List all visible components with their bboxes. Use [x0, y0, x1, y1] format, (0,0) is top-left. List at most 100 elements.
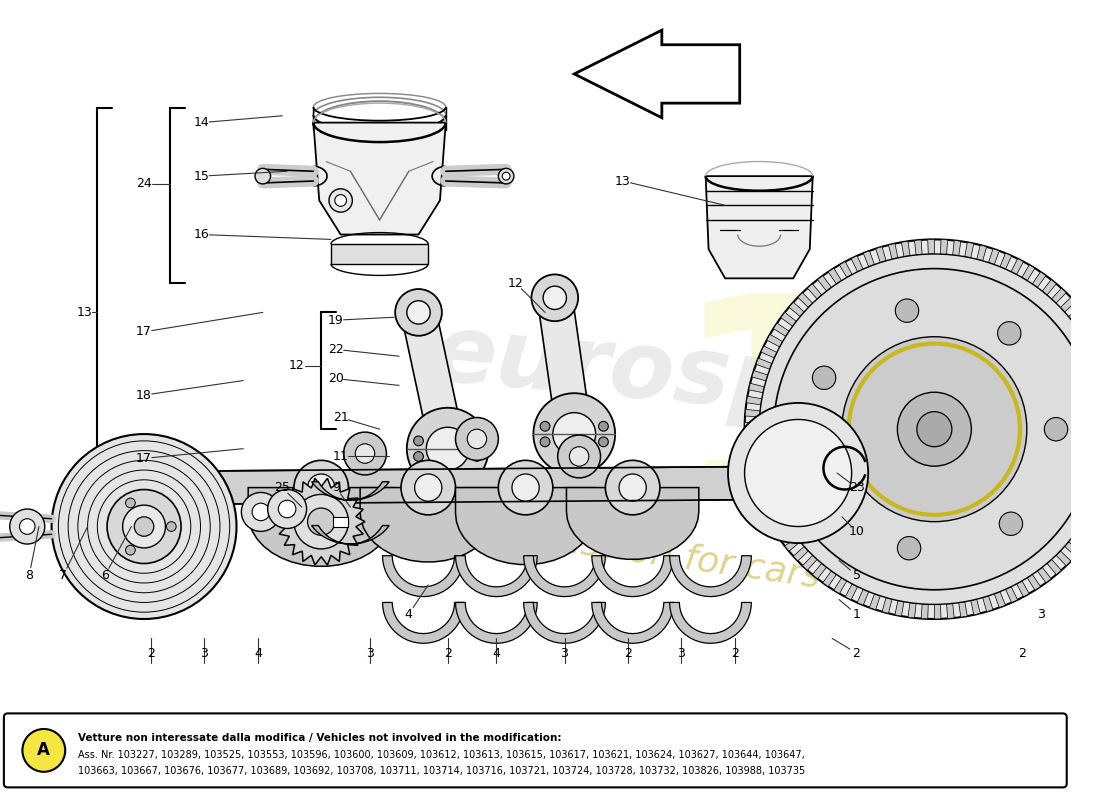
Circle shape [334, 194, 346, 206]
Polygon shape [756, 358, 772, 370]
Text: 5: 5 [852, 569, 860, 582]
Circle shape [999, 512, 1023, 535]
Text: 4: 4 [493, 646, 500, 659]
Polygon shape [383, 602, 464, 643]
Polygon shape [1052, 288, 1066, 303]
Polygon shape [1060, 298, 1076, 312]
Circle shape [512, 474, 539, 502]
Polygon shape [524, 556, 605, 597]
Circle shape [125, 546, 135, 555]
Text: 12: 12 [289, 359, 305, 373]
Polygon shape [455, 487, 596, 565]
Polygon shape [745, 410, 760, 417]
Polygon shape [989, 249, 999, 265]
Polygon shape [1032, 272, 1046, 287]
Polygon shape [767, 334, 782, 347]
Circle shape [355, 444, 375, 463]
Circle shape [294, 460, 349, 515]
Circle shape [252, 503, 270, 521]
Text: 17: 17 [136, 452, 152, 465]
Text: 3: 3 [561, 646, 569, 659]
Polygon shape [798, 293, 813, 307]
Polygon shape [1027, 574, 1041, 590]
Polygon shape [823, 571, 836, 586]
Polygon shape [455, 556, 537, 597]
Polygon shape [763, 506, 780, 518]
Text: 24: 24 [136, 178, 152, 190]
Circle shape [1044, 418, 1068, 441]
Polygon shape [1089, 340, 1100, 352]
Polygon shape [784, 537, 800, 551]
Polygon shape [1056, 551, 1071, 566]
Circle shape [308, 508, 334, 535]
Polygon shape [857, 590, 869, 605]
Polygon shape [749, 383, 764, 393]
Polygon shape [803, 555, 817, 570]
Polygon shape [1065, 542, 1080, 556]
Circle shape [498, 460, 553, 515]
Circle shape [427, 427, 469, 470]
Text: 14: 14 [194, 116, 209, 129]
Polygon shape [982, 596, 993, 612]
Circle shape [22, 729, 65, 772]
Polygon shape [901, 242, 910, 257]
Circle shape [558, 435, 601, 478]
Polygon shape [538, 295, 592, 437]
Polygon shape [1016, 581, 1030, 597]
Circle shape [414, 436, 424, 446]
Polygon shape [959, 602, 967, 617]
Polygon shape [1092, 501, 1100, 512]
Polygon shape [746, 447, 761, 456]
Text: Vetture non interessate dalla modifica / Vehicles not involved in the modificati: Vetture non interessate dalla modifica /… [78, 733, 561, 743]
Circle shape [916, 412, 952, 446]
Polygon shape [1079, 522, 1096, 535]
Text: 2: 2 [147, 646, 155, 659]
Text: 3: 3 [200, 646, 208, 659]
Polygon shape [773, 323, 789, 336]
Text: 12: 12 [508, 277, 524, 290]
Polygon shape [1094, 352, 1100, 363]
Circle shape [472, 451, 482, 462]
Text: 25: 25 [274, 481, 290, 494]
Text: 2: 2 [1018, 646, 1026, 659]
Text: 4: 4 [405, 608, 412, 621]
Polygon shape [851, 256, 864, 272]
Polygon shape [758, 495, 774, 506]
FancyBboxPatch shape [4, 714, 1067, 787]
Circle shape [278, 500, 296, 518]
Text: 3: 3 [1037, 608, 1045, 621]
Polygon shape [199, 466, 799, 504]
Polygon shape [360, 487, 496, 562]
Polygon shape [895, 601, 904, 616]
Circle shape [20, 518, 35, 534]
Circle shape [415, 474, 442, 502]
Polygon shape [754, 483, 770, 494]
Polygon shape [333, 517, 349, 526]
Polygon shape [813, 563, 826, 578]
Circle shape [543, 286, 566, 310]
Polygon shape [402, 309, 465, 452]
Polygon shape [745, 435, 760, 442]
Text: 23: 23 [848, 481, 865, 494]
Polygon shape [1082, 329, 1099, 342]
Text: 18: 18 [136, 389, 152, 402]
Circle shape [395, 289, 442, 336]
Circle shape [619, 474, 647, 502]
Polygon shape [314, 122, 446, 234]
Circle shape [898, 537, 921, 560]
Polygon shape [781, 312, 796, 326]
Circle shape [308, 474, 334, 502]
Polygon shape [977, 245, 987, 261]
Polygon shape [777, 527, 793, 541]
Polygon shape [331, 244, 428, 264]
Polygon shape [752, 370, 768, 381]
Polygon shape [747, 396, 762, 405]
Circle shape [455, 418, 498, 460]
Circle shape [842, 337, 1026, 522]
Polygon shape [908, 602, 916, 618]
Polygon shape [1072, 532, 1088, 546]
Polygon shape [1086, 511, 1100, 524]
Circle shape [414, 451, 424, 462]
Text: 20: 20 [328, 372, 343, 385]
Polygon shape [828, 268, 842, 284]
